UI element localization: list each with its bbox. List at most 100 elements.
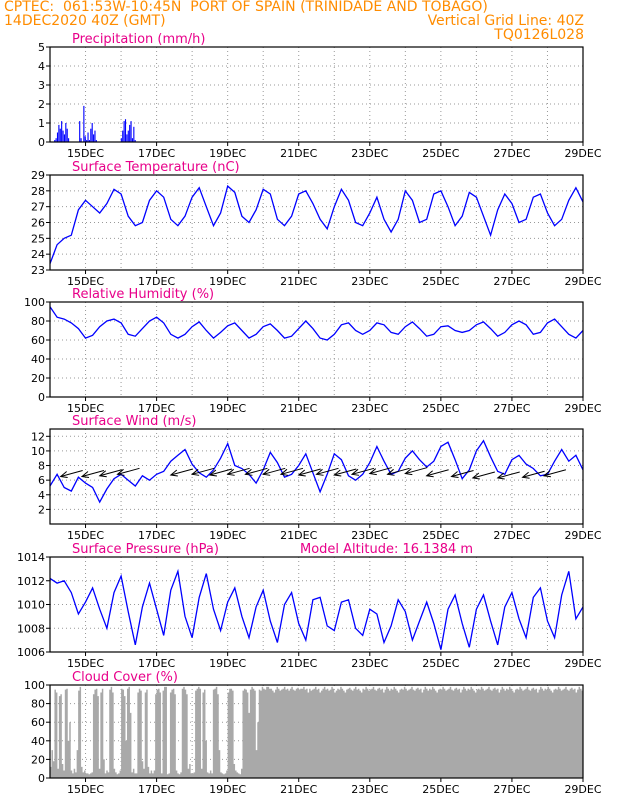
header-grid-line: Vertical Grid Line: 40Z xyxy=(427,13,584,29)
cloud-ytick-label: 0 xyxy=(38,772,45,785)
wind-xtick-label: 27DEC xyxy=(493,529,530,542)
rh-title: Relative Humidity (%) xyxy=(72,287,214,302)
wind-arrow xyxy=(279,467,304,476)
wind-arrow xyxy=(116,467,140,476)
precip-ytick-label: 1 xyxy=(38,117,45,130)
wind-arrow xyxy=(425,469,449,478)
wind-arrow xyxy=(368,467,392,476)
precip-bar xyxy=(79,121,81,142)
temp-ytick-label: 29 xyxy=(31,169,45,182)
wind-arrow xyxy=(262,467,286,476)
wind-arrow xyxy=(404,467,428,476)
header-model-id: TQ0126L028 xyxy=(494,27,584,43)
temp-xtick-label: 21DEC xyxy=(280,275,317,288)
wind-arrow xyxy=(496,471,520,480)
pressure-series-line xyxy=(49,568,584,650)
header-location: CPTEC: 061:53W-10:45N PORT OF SPAIN (TRI… xyxy=(4,0,488,15)
wind-xtick-label: 19DEC xyxy=(209,529,246,542)
wind-xtick-label: 23DEC xyxy=(351,529,388,542)
precip-bar xyxy=(58,124,60,142)
rh-xtick-label: 15DEC xyxy=(67,402,104,415)
precip-xtick-label: 29DEC xyxy=(564,147,601,160)
wind-series-line xyxy=(49,439,584,504)
precip-bar xyxy=(65,123,67,142)
wind-ytick-label: 12 xyxy=(31,430,45,443)
wind-xtick-label: 29DEC xyxy=(564,529,601,542)
cloud-ytick-label: 80 xyxy=(31,698,45,711)
wind-arrow xyxy=(350,467,375,476)
rh-xtick-label: 29DEC xyxy=(564,402,601,415)
wind-arrow xyxy=(333,468,357,477)
precip-ytick-label: 4 xyxy=(38,60,45,73)
wind-arrow xyxy=(386,467,410,476)
wind-arrow xyxy=(542,469,567,478)
pressure-ytick-label: 1008 xyxy=(17,622,45,635)
precip-bar xyxy=(123,121,125,142)
cloud-frame xyxy=(49,684,584,779)
rh-xtick-label: 27DEC xyxy=(493,402,530,415)
wind-xtick-label: 25DEC xyxy=(422,529,459,542)
precip-bar xyxy=(126,134,128,142)
precip-bar xyxy=(62,130,64,142)
pressure-ytick-label: 1010 xyxy=(17,599,45,612)
rh-xtick-label: 17DEC xyxy=(138,402,175,415)
cloud-area xyxy=(50,686,583,778)
pressure-ytick-label: 1014 xyxy=(17,551,45,564)
precip-bar xyxy=(55,138,57,142)
precip-xtick-label: 19DEC xyxy=(209,147,246,160)
precip-xtick-label: 17DEC xyxy=(138,147,175,160)
pressure-title: Surface Pressure (hPa) xyxy=(72,542,219,557)
temp-xtick-label: 27DEC xyxy=(493,275,530,288)
pressure-ytick-label: 1012 xyxy=(17,575,45,588)
precip-title: Precipitation (mm/h) xyxy=(72,32,205,47)
wind-ytick-label: 8 xyxy=(38,460,45,473)
wind-xtick-label: 21DEC xyxy=(280,529,317,542)
precip-bar xyxy=(133,126,135,142)
wind-xtick-label: 17DEC xyxy=(138,529,175,542)
cloud-ytick-label: 100 xyxy=(24,679,45,692)
precip-bar xyxy=(134,140,136,142)
pressure-frame xyxy=(49,556,584,653)
precip-xtick-label: 27DEC xyxy=(493,147,530,160)
temp-xtick-label: 15DEC xyxy=(67,275,104,288)
rh-ytick-label: 60 xyxy=(31,334,45,347)
temp-xtick-label: 23DEC xyxy=(351,275,388,288)
temp-ytick-label: 28 xyxy=(31,185,45,198)
pressure-xtick-label: 29DEC xyxy=(564,657,601,670)
precip-bar xyxy=(91,123,93,142)
precip-bar xyxy=(87,132,89,142)
wind-title: Surface Wind (m/s) xyxy=(72,414,196,429)
precip-bar xyxy=(56,132,59,142)
wind-arrow xyxy=(169,468,193,477)
wind-arrow xyxy=(190,467,215,476)
precip-bar xyxy=(120,138,122,142)
rh-frame xyxy=(49,301,584,398)
cloud-xtick-label: 25DEC xyxy=(422,783,459,796)
wind-arrow xyxy=(208,468,233,477)
wind-arrow xyxy=(315,467,339,476)
cloud-xtick-label: 19DEC xyxy=(209,783,246,796)
precip-xtick-label: 21DEC xyxy=(280,147,317,160)
temp-title: Surface Temperature (nC) xyxy=(72,160,240,175)
precip-bar xyxy=(61,121,63,142)
temp-ytick-label: 25 xyxy=(31,232,45,245)
pressure-xtick-label: 25DEC xyxy=(422,657,459,670)
precip-bar xyxy=(63,134,65,142)
wind-arrow xyxy=(59,470,83,478)
precip-bar xyxy=(86,140,88,142)
temp-xtick-label: 17DEC xyxy=(138,275,175,288)
wind-ytick-label: 10 xyxy=(31,445,45,458)
precip-bar xyxy=(124,119,127,142)
pressure-xtick-label: 27DEC xyxy=(493,657,530,670)
wind-arrow xyxy=(80,470,105,478)
pressure-xtick-label: 15DEC xyxy=(67,657,104,670)
rh-xtick-label: 21DEC xyxy=(280,402,317,415)
wind-arrow xyxy=(226,467,250,476)
rh-ytick-label: 80 xyxy=(31,315,45,328)
precip-ytick-label: 0 xyxy=(38,136,45,149)
temp-series-line xyxy=(49,184,584,264)
pressure-xtick-label: 21DEC xyxy=(280,657,317,670)
precip-bar xyxy=(130,121,132,142)
wind-arrow xyxy=(98,469,122,478)
